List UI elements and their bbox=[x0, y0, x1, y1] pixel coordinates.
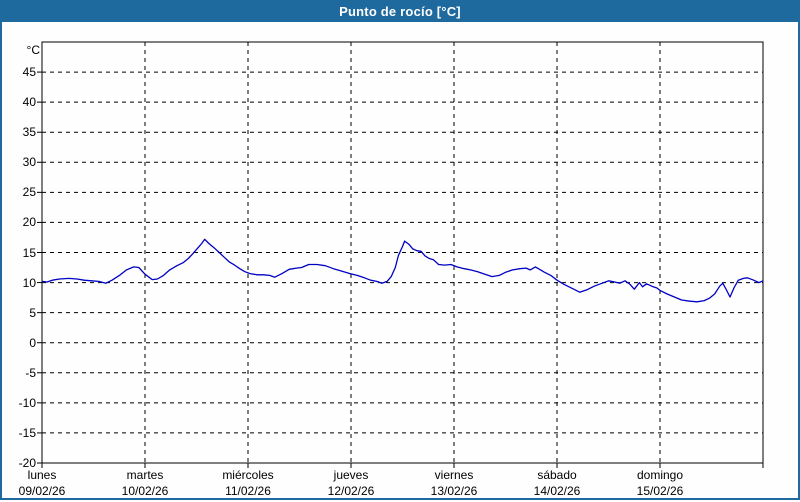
x-day-name-label: viernes bbox=[434, 468, 474, 482]
y-tick-label: 5 bbox=[29, 305, 36, 320]
y-tick-label: 0 bbox=[29, 335, 36, 350]
x-day-name-label: domingo bbox=[636, 468, 684, 482]
y-tick-label: 40 bbox=[22, 95, 36, 110]
x-day-date-label: 14/02/26 bbox=[533, 484, 581, 498]
y-tick-label: 45 bbox=[22, 65, 36, 80]
x-day-name-label: sábado bbox=[537, 468, 577, 482]
y-tick-label: 15 bbox=[22, 245, 36, 260]
y-tick-label: 10 bbox=[22, 275, 36, 290]
x-day-date-label: 11/02/26 bbox=[225, 484, 271, 498]
chart-title: Punto de rocío [°C] bbox=[339, 4, 461, 19]
x-day-date-label: 13/02/26 bbox=[430, 484, 478, 498]
y-tick-label: 30 bbox=[22, 155, 36, 170]
x-day-name-label: jueves bbox=[333, 468, 369, 482]
x-day-date-label: 09/02/26 bbox=[18, 484, 66, 498]
x-day-name-label: lunes bbox=[27, 468, 57, 482]
y-tick-label: -5 bbox=[25, 365, 36, 380]
x-day-date-label: 12/02/26 bbox=[327, 484, 375, 498]
y-tick-label: -15 bbox=[18, 425, 36, 440]
y-tick-label: -10 bbox=[18, 395, 36, 410]
x-day-date-label: 15/02/26 bbox=[636, 484, 684, 498]
y-tick-label: 25 bbox=[22, 185, 36, 200]
y-tick-label: -20 bbox=[18, 456, 36, 470]
x-day-name-label: miércoles bbox=[222, 468, 274, 482]
title-bar: Punto de rocío [°C] bbox=[2, 2, 798, 22]
plot-border bbox=[41, 41, 764, 464]
y-tick-label: 20 bbox=[22, 215, 36, 230]
x-day-name-label: martes bbox=[126, 468, 164, 482]
dew-point-line bbox=[41, 238, 764, 303]
y-tick-label: 35 bbox=[22, 125, 36, 140]
x-day-date-label: 10/02/26 bbox=[121, 484, 169, 498]
y-axis-unit-label: °C bbox=[26, 43, 40, 57]
